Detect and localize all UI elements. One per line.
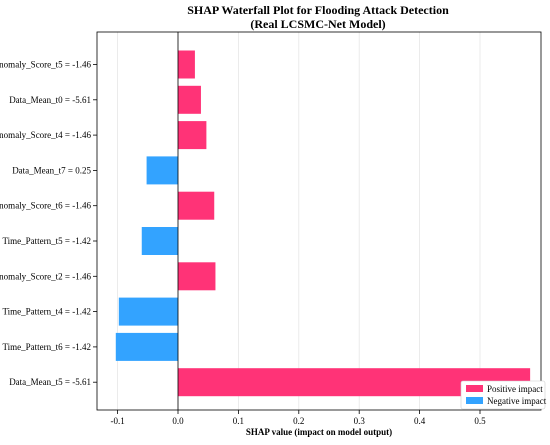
x-tick-label: 0.3: [354, 416, 366, 426]
chart-subtitle: (Real LCSMC-Net Model): [250, 17, 385, 31]
y-tick-label: Data_Mean_t7 = 0.25: [12, 165, 91, 175]
legend-label-positive: Positive impact: [487, 384, 543, 394]
bar-positive: [178, 121, 207, 150]
bars: [115, 50, 531, 397]
x-axis-label: SHAP value (impact on model output): [246, 427, 392, 437]
bar-negative: [146, 156, 178, 185]
y-tick-label: Anomaly_Score_t5 = -1.46: [0, 60, 91, 70]
y-tick-label: Time_Pattern_t4 = -1.42: [3, 307, 92, 317]
bar-negative: [115, 332, 178, 361]
x-tick-label: 0.2: [293, 416, 304, 426]
x-tick-label: 0.4: [414, 416, 426, 426]
x-tick-label: -0.1: [110, 416, 124, 426]
legend-swatch-positive: [466, 385, 483, 392]
y-tick-label: Time_Pattern_t5 = -1.42: [3, 236, 92, 246]
x-tick-label: 0.1: [233, 416, 244, 426]
plot-frame: [96, 31, 542, 411]
chart-title: SHAP Waterfall Plot for Flooding Attack …: [187, 3, 449, 17]
bar-negative: [118, 297, 178, 326]
y-tick-label: Data_Mean_t0 = -5.61: [9, 95, 91, 105]
bar-positive: [178, 50, 195, 79]
bar-negative: [141, 227, 178, 255]
y-tick-label: Anomaly_Score_t4 = -1.46: [0, 130, 91, 140]
x-tick-label: 0.5: [474, 416, 486, 426]
y-axis-ticks: Anomaly_Score_t5 = -1.46 Data_Mean_t0 = -…: [0, 60, 97, 387]
bar-positive: [178, 85, 201, 114]
x-axis-ticks: -0.1 0.0 0.1 0.2 0.3 0.4 0.5: [110, 410, 486, 426]
y-tick-label: Anomaly_Score_t6 = -1.46: [0, 201, 91, 211]
legend: Positive impact Negative impact: [460, 380, 547, 410]
bar-positive: [178, 191, 215, 220]
bar-positive: [178, 262, 216, 291]
legend-swatch-negative: [466, 397, 483, 404]
y-tick-label: Time_Pattern_t6 = -1.42: [3, 342, 92, 352]
y-tick-label: Anomaly_Score_t2 = -1.46: [0, 271, 91, 281]
legend-label-negative: Negative impact: [487, 396, 547, 406]
x-tick-label: 0.0: [172, 416, 184, 426]
y-tick-label: Data_Mean_t5 = -5.61: [9, 377, 91, 387]
